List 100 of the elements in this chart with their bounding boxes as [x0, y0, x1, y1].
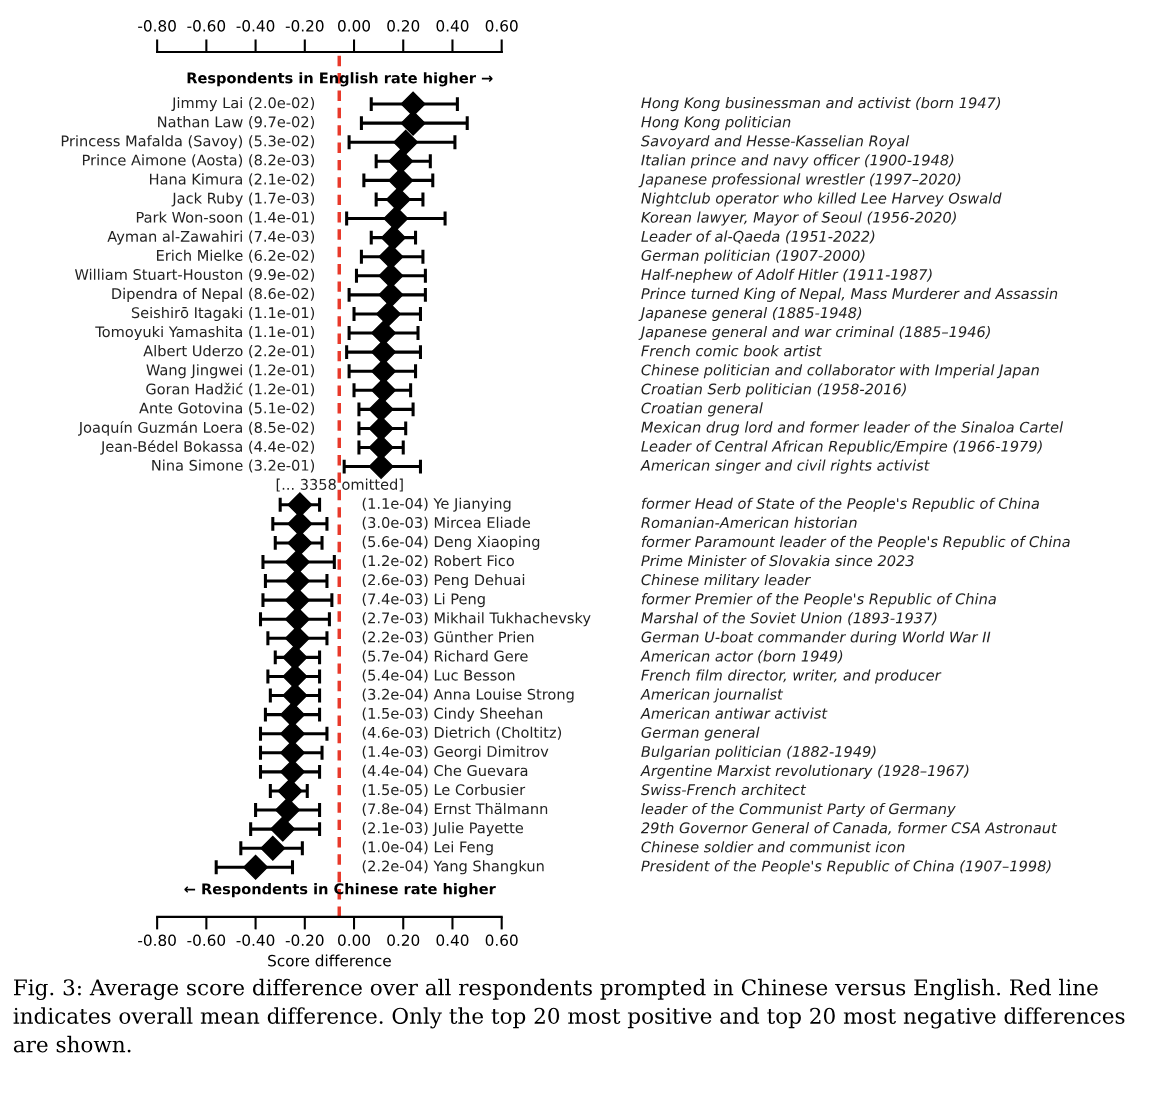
x-tick-label: -0.20	[285, 934, 324, 947]
y-tick-label: [... 3358 omitted]	[276, 478, 403, 492]
y2-tick-label: Italian prince and navy officer (1900-1948)	[641, 154, 954, 169]
y2-tick-label: Argentine Marxist revolutionary (1928–1967)	[640, 764, 969, 779]
point	[393, 129, 419, 155]
y-tick-label: Nina Simone (3.2e-01)	[152, 459, 315, 473]
point	[284, 587, 310, 613]
x2-tick-label: -0.60	[187, 20, 226, 32]
y-tick-label: Princess Mafalda (Savoy) (5.3e-02)	[61, 135, 315, 150]
y-tick-label: (5.4e-04) Luc Besson	[362, 669, 515, 683]
y-tick-label: Joaquín Guzmán Loera (8.5e-02)	[78, 421, 315, 436]
y-tick-label: Seishirō Itagaki (1.1e-01)	[131, 306, 315, 322]
point	[371, 358, 397, 384]
x2-tick-label: 0.60	[485, 20, 518, 32]
y2-tick-label: Japanese general and war criminal (1885–1946)	[638, 325, 990, 341]
y2-tick-label: former Premier of the People's Republic of China	[641, 593, 996, 608]
point	[243, 854, 269, 880]
y2-tick-label: Hong Kong businessman and activist (born 1947)	[641, 97, 1001, 112]
point	[277, 778, 303, 804]
y2-tick-label: Japanese professional wrestler (1997–2020)	[638, 173, 961, 188]
point	[282, 644, 308, 670]
x2-tick-label: 0.00	[338, 20, 371, 32]
point	[388, 148, 414, 174]
point	[380, 225, 406, 251]
y2-tick-label: Bulgarian politician (1882-1949)	[641, 745, 876, 760]
y-tick-label: Jimmy Lai (2.0e-02)	[171, 97, 315, 112]
y2-tick-label: Croatian general	[641, 402, 763, 417]
x-tick-label: -0.40	[236, 934, 275, 947]
x2-tick-label: -0.40	[236, 20, 275, 32]
point	[284, 625, 310, 651]
y-tick-label: Jean-Bédel Bokassa (4.4e-02)	[100, 440, 315, 455]
y-tick-label: (1.5e-03) Cindy Sheehan	[362, 707, 543, 722]
x-tick-label: 0.20	[387, 934, 420, 947]
y-tick-label: Park Won-soon (1.4e-01)	[136, 211, 315, 225]
y2-tick-label: former Head of State of the People's Republic of China	[641, 497, 1039, 512]
y2-tick-label: German politician (1907-2000)	[641, 249, 865, 264]
point	[378, 282, 404, 308]
y-tick-label: (7.8e-04) Ernst Thälmann	[362, 802, 548, 816]
y-tick-label: Albert Uderzo (2.2e-01)	[143, 345, 315, 359]
y-tick-label: (3.0e-03) Mircea Eliade	[362, 516, 531, 530]
point	[383, 206, 409, 232]
point	[270, 816, 296, 842]
y2-tick-label: 29th Governor General of Canada, former CSA Astronaut	[640, 822, 1058, 835]
y2-tick-label: Prince turned King of Nepal, Mass Murderer and Assassin	[641, 287, 1058, 302]
y2-tick-label: German U-boat commander during World War II	[641, 631, 991, 646]
y-tick-label: Nathan Law (9.7e-02)	[158, 116, 315, 130]
y-tick-label: (5.6e-04) Deng Xiaoping	[362, 535, 540, 550]
point	[371, 377, 397, 403]
y2-tick-label: Japanese general (1885-1948)	[638, 306, 862, 322]
point	[275, 797, 301, 823]
x2-tick-label: -0.80	[138, 20, 176, 32]
y2-tick-label: Chinese politician and collaborator with Imperial Japan	[641, 364, 1039, 379]
y-tick-label: Dipendra of Nepal (8.6e-02)	[112, 287, 315, 302]
y-tick-label: Hana Kimura (2.1e-02)	[150, 173, 315, 187]
y-tick-label: Tomoyuki Yamashita (1.1e-01)	[95, 325, 315, 341]
x-tick-label: 0.40	[436, 934, 469, 947]
y2-tick-label: Marshal of the Soviet Union (1893-1937)	[641, 612, 937, 626]
point	[400, 110, 426, 136]
y2-tick-label: Romanian-American historian	[641, 516, 857, 529]
y-tick-label: William Stuart-Houston (9.9e-02)	[74, 268, 315, 282]
y-tick-label: Wang Jingwei (1.2e-01)	[146, 364, 315, 379]
y2-tick-label: President of the People's Republic of China (1907–1998)	[641, 860, 1051, 875]
y2-tick-label: Leader of al-Qaeda (1951-2022)	[641, 230, 875, 244]
y-tick-label: (2.2e-03) Günther Prien	[362, 631, 534, 645]
y2-tick-label: American actor (born 1949)	[640, 650, 843, 664]
x-tick-label: -0.60	[187, 934, 226, 947]
x2-tick-label: -0.20	[285, 20, 324, 32]
point	[375, 301, 401, 327]
y2-tick-label: Swiss-French architect	[640, 783, 807, 796]
y-tick-label: (1.4e-03) Georgi Dimitrov	[362, 745, 549, 760]
y2-tick-label: Half-nephew of Adolf Hitler (1911-1987)	[641, 268, 932, 283]
y2-tick-label: Savoyard and Hesse-Kasselian Royal	[640, 135, 910, 150]
text: Respondents in English rate higher →	[187, 72, 493, 87]
y-tick-label: (5.7e-04) Richard Gere	[362, 650, 528, 664]
y2-tick-label: Croatian Serb politician (1958-2016)	[641, 383, 906, 398]
y2-tick-label: French film director, writer, and producer	[641, 669, 942, 684]
y2-tick-label: Chinese soldier and communist icon	[641, 841, 905, 853]
y2-tick-label: French comic book artist	[641, 345, 822, 357]
y2-tick-label: Korean lawyer, Mayor of Seoul (1956-2020)	[641, 211, 956, 226]
y-tick-label: Jack Ruby (1.7e-03)	[171, 192, 315, 207]
y-tick-label: (3.2e-04) Anna Louise Strong	[362, 688, 574, 703]
y2-tick-label: former Paramount leader of the People's Republic of China	[641, 535, 1070, 550]
point	[385, 186, 411, 212]
y-tick-label: Prince Aimone (Aosta) (8.2e-03)	[82, 154, 315, 168]
y-tick-label: Ante Gotovina (5.1e-02)	[139, 402, 315, 416]
point	[260, 835, 286, 861]
x-tick-label: -0.80	[138, 934, 176, 947]
y2-tick-label: Prime Minister of Slovakia since 2023	[641, 554, 914, 567]
y-tick-label: (2.7e-03) Mikhail Tukhachevsky	[362, 612, 591, 627]
y2-tick-label: American journalist	[640, 688, 784, 703]
caption: Fig. 3: Average score difference over all respondents prompted in Chinese versus English. Red line indicates overall mean difference. Only the top 20 most positive and top 20 most negative differences are shown.	[13, 978, 1125, 1053]
point	[368, 435, 394, 460]
y2-tick-label: German general	[641, 726, 760, 741]
y-tick-label: Erich Mielke (6.2e-02)	[157, 249, 315, 263]
y-tick-label: (1.2e-02) Robert Fico	[362, 554, 514, 568]
point	[282, 683, 308, 709]
y2-tick-label: Nightclub operator who killed Lee Harvey Oswald	[641, 192, 1002, 207]
y-tick-label: (1.0e-04) Lei Feng	[362, 841, 493, 856]
y-tick-label: (2.6e-03) Peng Dehuai	[362, 574, 525, 589]
x-tick-label: 0.60	[485, 934, 518, 947]
